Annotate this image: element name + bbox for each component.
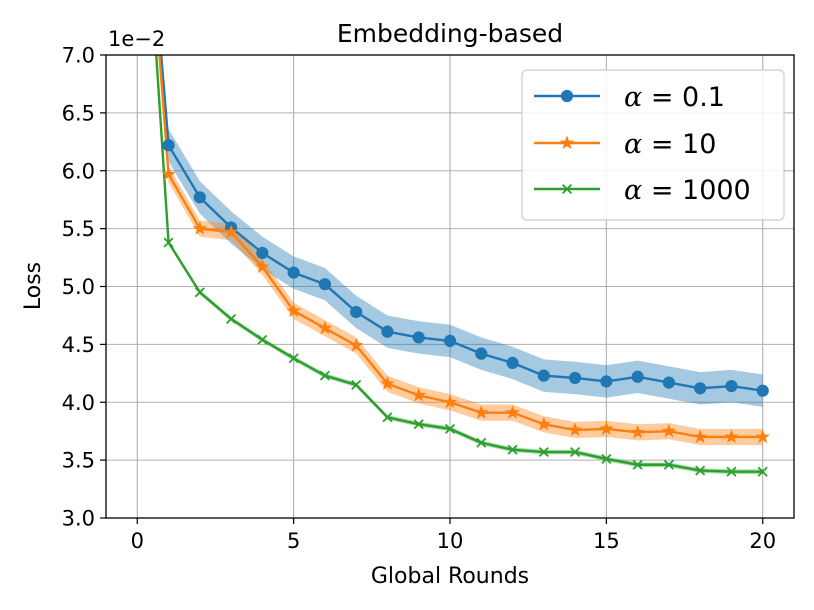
x-tick-label: 15 — [593, 529, 620, 553]
y-tick-label: 6.0 — [62, 159, 95, 183]
data-point-series-1 — [631, 370, 644, 383]
legend: α = 0.1 α = 10 α = 1000 — [521, 69, 785, 221]
data-point-series-3 — [570, 446, 581, 458]
y-tick-label: 4.5 — [62, 333, 95, 357]
data-point-series-3 — [257, 334, 268, 345]
data-point-series-2 — [692, 429, 708, 444]
data-point-series-1 — [537, 369, 550, 382]
data-point-series-3 — [382, 412, 393, 423]
data-point-series-1 — [475, 347, 488, 360]
data-point-series-1 — [318, 278, 332, 291]
data-point-series-2 — [630, 424, 645, 439]
data-point-series-1 — [256, 246, 269, 260]
data-point-series-3 — [757, 466, 768, 477]
data-point-series-2 — [223, 224, 239, 239]
legend-label: α = 0.1 — [624, 82, 725, 113]
data-point-series-2 — [192, 221, 208, 235]
data-point-series-2 — [599, 421, 614, 436]
data-point-series-1 — [600, 375, 613, 388]
x-tick-label: 10 — [437, 529, 464, 553]
data-point-series-1 — [756, 384, 769, 397]
data-point-series-3 — [226, 313, 237, 324]
data-point-series-1 — [662, 376, 676, 389]
data-point-series-2 — [536, 416, 552, 431]
data-point-series-3 — [507, 444, 518, 455]
y-tick-label: 4.0 — [62, 391, 95, 415]
data-point-series-2 — [286, 303, 301, 317]
data-point-series-3 — [538, 446, 549, 458]
data-point-series-2 — [161, 166, 176, 181]
data-point-series-3 — [632, 459, 643, 470]
confidence-band-series-1 — [159, 55, 763, 407]
confidence-bands — [156, 55, 763, 475]
data-point-series-2 — [755, 429, 770, 444]
x-tick-label: 0 — [131, 529, 144, 553]
y-tick-label: 3.0 — [62, 507, 95, 531]
data-point-series-1 — [350, 305, 363, 319]
data-point-series-3 — [163, 237, 174, 248]
series-markers — [161, 139, 770, 477]
data-point-series-2 — [474, 405, 489, 419]
data-point-series-3 — [695, 465, 706, 476]
data-point-series-3 — [288, 353, 299, 364]
data-point-series-2 — [442, 394, 458, 409]
chart-title: Embedding-based — [337, 19, 563, 48]
data-point-series-1 — [193, 191, 206, 204]
data-point-series-3 — [726, 466, 737, 477]
y-tick-label: 6.5 — [62, 101, 95, 125]
legend-label: α = 1000 — [624, 175, 751, 206]
data-point-series-1 — [412, 331, 425, 344]
data-point-series-1 — [443, 334, 457, 348]
data-point-series-2 — [567, 422, 583, 437]
data-point-series-3 — [601, 453, 612, 465]
data-point-series-3 — [413, 419, 424, 430]
data-point-series-3 — [319, 370, 330, 381]
y-tick-label: 7.0 — [62, 44, 95, 68]
x-tick-label: 20 — [749, 529, 776, 553]
data-point-series-1 — [381, 325, 394, 338]
data-point-series-2 — [380, 376, 395, 390]
data-point-series-1 — [568, 371, 582, 385]
legend-box — [521, 69, 785, 221]
y-offset-text: 1e−2 — [108, 27, 165, 51]
legend-marker — [559, 135, 575, 150]
data-point-series-1 — [162, 139, 175, 152]
legend-label: α = 10 — [624, 129, 716, 160]
axis-ticks: 0 5 10 15 20 3.0 3.5 4.0 4.5 5.0 5.5 6.0 6.5 7.0 — [62, 44, 777, 554]
legend-marker — [561, 183, 573, 195]
data-point-series-3 — [194, 287, 205, 298]
data-point-series-2 — [348, 337, 364, 352]
data-point-series-1 — [287, 266, 300, 279]
y-tick-label: 5.5 — [62, 217, 95, 241]
data-point-series-3 — [476, 437, 487, 448]
data-point-series-2 — [255, 259, 270, 273]
data-point-series-3 — [444, 423, 456, 434]
data-point-series-3 — [351, 379, 362, 390]
data-point-series-3 — [663, 459, 674, 470]
x-axis-label: Global Rounds — [371, 564, 529, 589]
data-point-series-2 — [317, 320, 333, 335]
data-point-series-1 — [506, 356, 519, 369]
legend-marker — [560, 89, 574, 103]
x-tick-label: 5 — [287, 529, 300, 553]
y-axis-label: Loss — [21, 262, 46, 310]
data-point-series-1 — [694, 382, 707, 395]
data-point-series-2 — [724, 429, 739, 444]
data-point-series-2 — [661, 423, 677, 438]
y-tick-label: 5.0 — [62, 275, 95, 299]
data-point-series-1 — [725, 379, 738, 393]
data-point-series-2 — [411, 387, 426, 402]
data-point-series-2 — [505, 405, 520, 419]
y-tick-label: 3.5 — [62, 449, 95, 473]
